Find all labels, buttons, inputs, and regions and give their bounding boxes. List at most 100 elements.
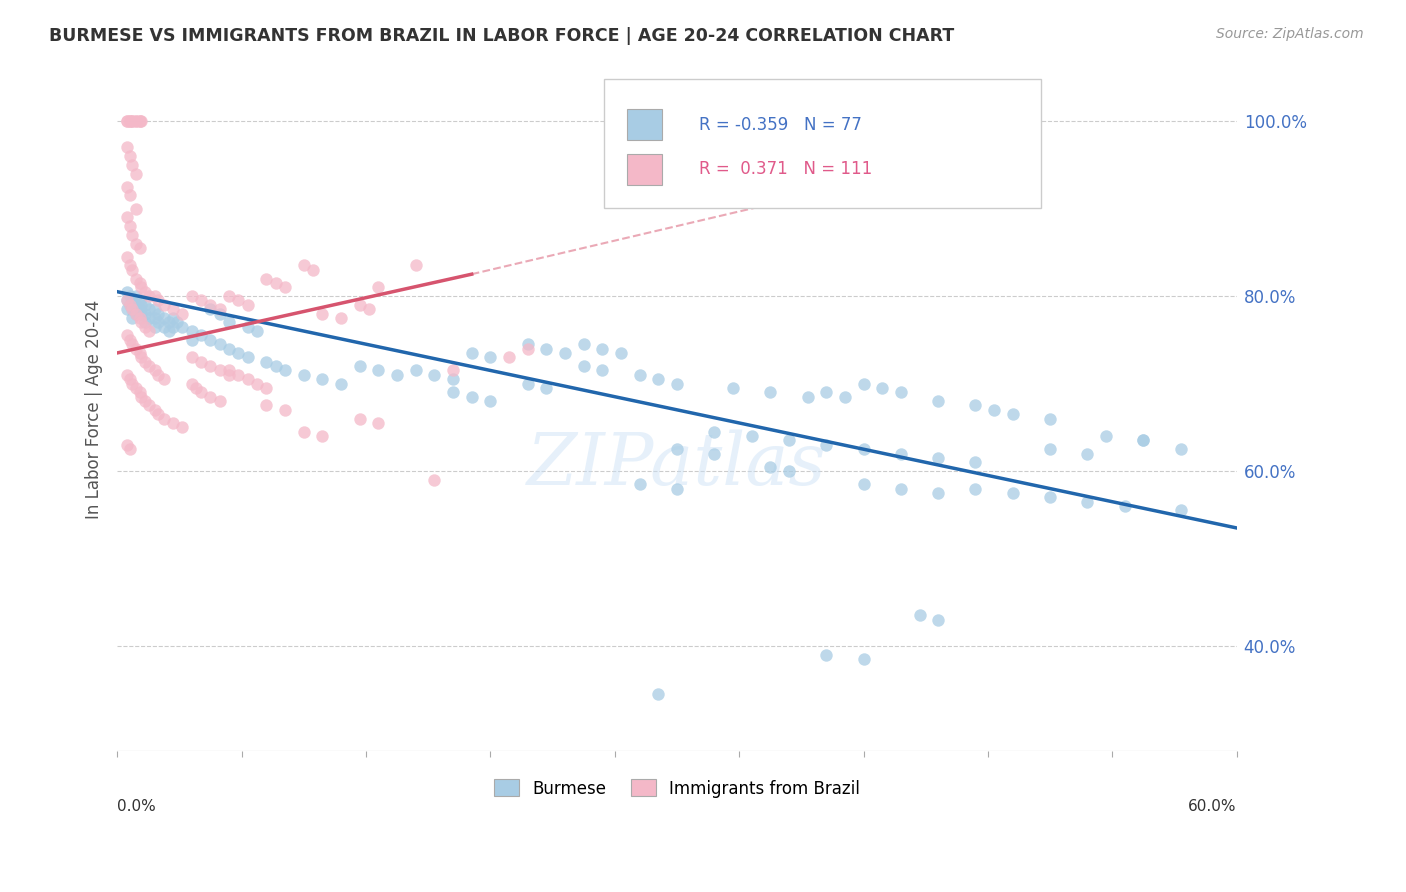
Point <box>1170 503 1192 517</box>
Point <box>148 307 170 321</box>
Point <box>385 368 408 382</box>
Point <box>983 402 1005 417</box>
Text: 60.0%: 60.0% <box>1188 799 1237 814</box>
Point <box>815 438 838 452</box>
Point <box>134 394 156 409</box>
Point <box>536 342 558 356</box>
Point <box>180 289 202 303</box>
FancyBboxPatch shape <box>605 78 1040 209</box>
Point <box>125 298 148 312</box>
Point <box>125 289 148 303</box>
Point <box>1039 411 1062 425</box>
Point <box>665 482 688 496</box>
Point <box>120 219 142 233</box>
Point <box>121 376 143 391</box>
Point <box>218 368 240 382</box>
Point <box>208 363 231 377</box>
Point <box>121 158 143 172</box>
Point <box>908 608 931 623</box>
Point <box>134 285 156 299</box>
Point <box>591 342 613 356</box>
Point <box>423 368 446 382</box>
Point <box>441 372 464 386</box>
Point <box>460 346 482 360</box>
Point <box>246 376 269 391</box>
Point <box>330 310 353 325</box>
Point <box>125 342 148 356</box>
Point <box>516 376 538 391</box>
Point <box>138 289 160 303</box>
Point <box>148 368 170 382</box>
Point <box>236 372 259 386</box>
Point <box>927 394 949 409</box>
Point <box>610 346 633 360</box>
Point <box>218 363 240 377</box>
Point <box>292 259 315 273</box>
Point <box>115 328 138 343</box>
Point <box>125 307 148 321</box>
Point <box>1132 434 1154 448</box>
Point <box>236 351 259 365</box>
Point <box>115 293 138 308</box>
Point <box>759 385 782 400</box>
Point <box>180 324 202 338</box>
Point <box>153 310 176 325</box>
Point <box>131 351 153 365</box>
Point <box>405 259 427 273</box>
Point <box>228 368 250 382</box>
Point <box>665 376 688 391</box>
Point <box>180 351 202 365</box>
Point <box>121 302 143 317</box>
Point <box>665 442 688 457</box>
Point <box>256 399 278 413</box>
Point <box>554 346 576 360</box>
Point <box>890 385 912 400</box>
Point <box>311 307 333 321</box>
Point <box>121 114 143 128</box>
Point <box>159 315 181 329</box>
Text: BURMESE VS IMMIGRANTS FROM BRAZIL IN LABOR FORCE | AGE 20-24 CORRELATION CHART: BURMESE VS IMMIGRANTS FROM BRAZIL IN LAB… <box>49 27 955 45</box>
Point <box>1039 491 1062 505</box>
Point <box>120 114 142 128</box>
Point <box>121 293 143 308</box>
Point <box>184 381 207 395</box>
Point <box>148 315 170 329</box>
Point <box>128 276 150 290</box>
Point <box>572 337 595 351</box>
Point <box>128 302 150 317</box>
Point <box>628 368 651 382</box>
Point <box>190 293 212 308</box>
Point <box>927 486 949 500</box>
Point <box>125 114 148 128</box>
Point <box>721 381 744 395</box>
Point <box>208 337 231 351</box>
Point <box>120 333 142 347</box>
Point <box>143 402 166 417</box>
Point <box>131 315 153 329</box>
Point <box>131 280 153 294</box>
Point <box>647 687 669 701</box>
Point <box>274 363 297 377</box>
Point <box>115 302 138 317</box>
Point <box>115 438 138 452</box>
Point <box>405 363 427 377</box>
Point <box>208 394 231 409</box>
Point <box>1076 446 1098 460</box>
Y-axis label: In Labor Force | Age 20-24: In Labor Force | Age 20-24 <box>86 301 103 519</box>
Point <box>890 482 912 496</box>
Point <box>890 446 912 460</box>
Point <box>852 652 875 666</box>
Point <box>121 262 143 277</box>
Point <box>131 307 153 321</box>
Point <box>121 310 143 325</box>
Text: ZIPatlas: ZIPatlas <box>527 429 827 500</box>
Point <box>367 416 389 430</box>
Point <box>870 381 893 395</box>
Point <box>128 346 150 360</box>
Point <box>218 289 240 303</box>
Point <box>121 114 143 128</box>
Point <box>349 298 371 312</box>
Point <box>236 298 259 312</box>
Point <box>349 411 371 425</box>
Point <box>143 363 166 377</box>
